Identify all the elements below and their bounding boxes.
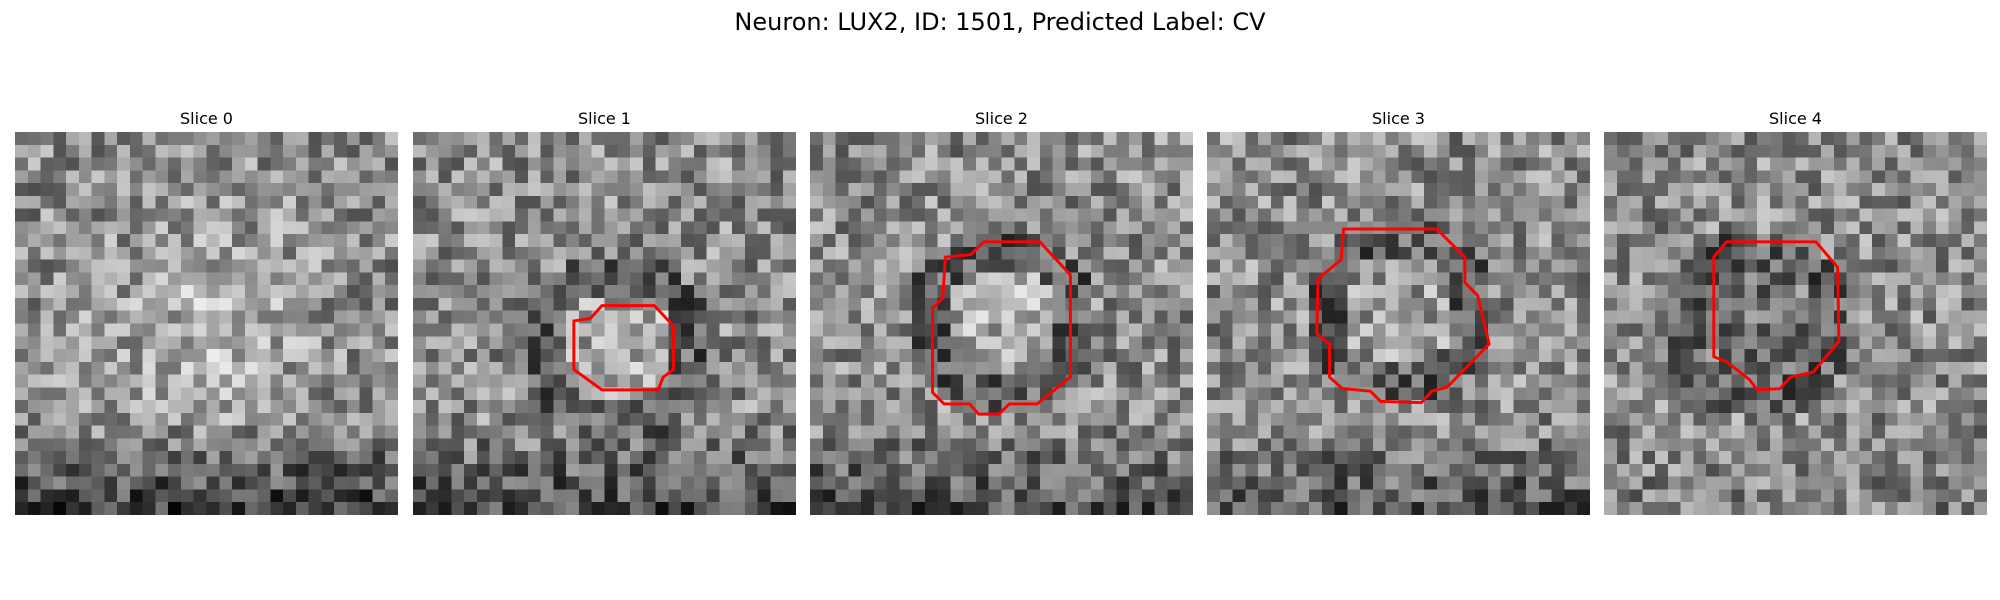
slice-title: Slice 0 (180, 109, 233, 128)
slice-panel-2: Slice 2 (810, 108, 1193, 515)
slice-panel-1: Slice 1 (413, 108, 796, 515)
pixel-grid (15, 132, 398, 515)
slice-image (810, 132, 1193, 515)
slice-title: Slice 3 (1372, 109, 1425, 128)
slice-panel-3: Slice 3 (1207, 108, 1590, 515)
pixel-grid (413, 132, 796, 515)
pixel-grid (810, 132, 1193, 515)
slice-image (1207, 132, 1590, 515)
roi-contour (1315, 227, 1491, 405)
slice-title: Slice 2 (975, 109, 1028, 128)
pixel-grid (1604, 132, 1987, 515)
slice-title: Slice 1 (578, 109, 631, 128)
slice-image (15, 132, 398, 515)
roi-contour (931, 240, 1072, 416)
slice-image (1604, 132, 1987, 515)
roi-contour (1712, 240, 1841, 392)
figure-title: Neuron: LUX2, ID: 1501, Predicted Label:… (734, 8, 1266, 36)
slice-title: Slice 4 (1769, 109, 1822, 128)
slice-panel-4: Slice 4 (1604, 108, 1987, 515)
pixel-grid (1207, 132, 1590, 515)
slice-image (413, 132, 796, 515)
slice-panel-0: Slice 0 (15, 108, 398, 515)
roi-contour (572, 304, 675, 392)
